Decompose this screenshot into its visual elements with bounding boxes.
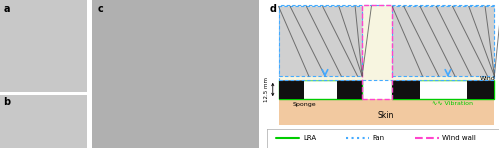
Text: Skin: Skin: [377, 111, 394, 120]
Text: b: b: [3, 97, 10, 107]
Text: Wind: Wind: [480, 76, 496, 81]
Text: LRA: LRA: [303, 135, 316, 141]
Text: Wind wall: Wind wall: [442, 135, 476, 141]
Bar: [392, 80, 420, 99]
Bar: [336, 80, 362, 99]
Bar: [278, 99, 495, 125]
Bar: [278, 80, 304, 99]
Text: d: d: [269, 4, 276, 14]
Text: Fan: Fan: [373, 135, 385, 141]
Bar: [362, 5, 392, 99]
Bar: [278, 6, 362, 76]
Text: c: c: [97, 4, 103, 15]
Bar: [392, 6, 495, 76]
Text: ∿∿ Vibration: ∿∿ Vibration: [432, 100, 473, 106]
Bar: [278, 80, 362, 99]
Text: 12.5 mm: 12.5 mm: [264, 77, 269, 102]
Bar: [467, 80, 495, 99]
Bar: [278, 5, 495, 80]
Bar: [392, 80, 495, 99]
Text: Sponge: Sponge: [292, 102, 316, 107]
Text: a: a: [3, 4, 10, 14]
